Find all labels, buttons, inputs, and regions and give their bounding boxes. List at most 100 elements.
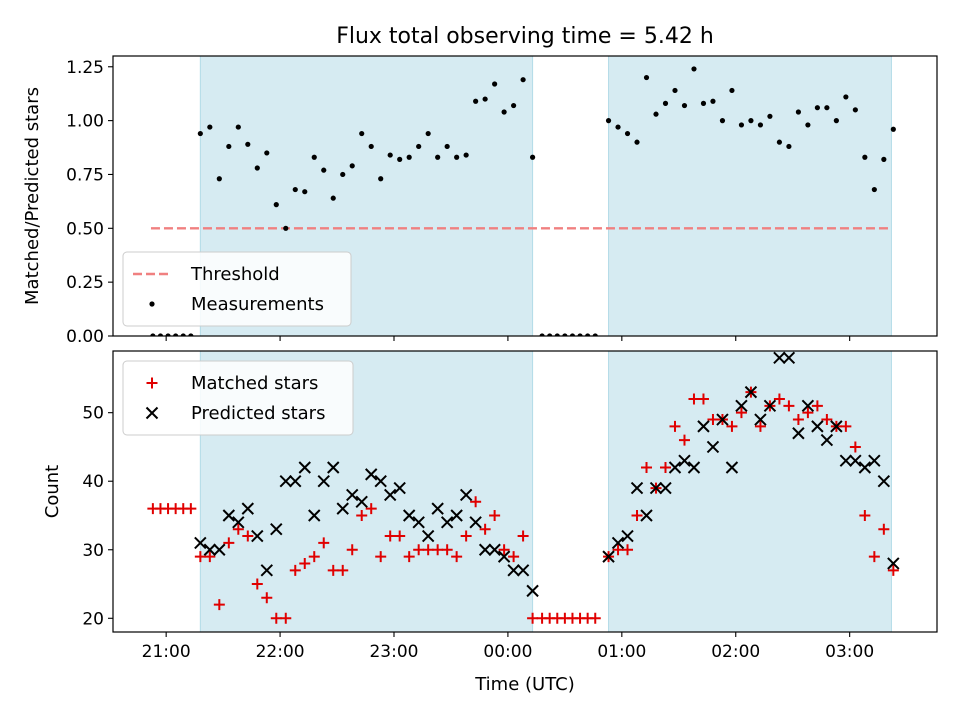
measurement-point (482, 96, 488, 102)
measurement-point (245, 141, 251, 147)
matched-star-point (527, 612, 539, 624)
predicted-star-point (792, 427, 805, 440)
matched-star-point (441, 544, 453, 556)
matched-star-point (726, 420, 738, 432)
measurement-point (492, 81, 498, 87)
x-tick-label: 02:00 (711, 642, 760, 662)
measurement-point (273, 202, 279, 208)
matched-star-point (735, 407, 747, 419)
predicted-star-point (640, 509, 653, 522)
predicted-star-point (687, 461, 701, 474)
y-tick-label: 40 (82, 472, 104, 492)
measurement-point (283, 225, 289, 231)
predicted-star-point (346, 488, 359, 502)
measurement-point (416, 143, 422, 150)
predicted-star-point (213, 543, 226, 556)
predicted-star-point (507, 564, 520, 577)
matched-star-point (659, 462, 671, 474)
predicted-star-point (308, 509, 321, 522)
measurement-point (311, 154, 317, 160)
measurement-point (672, 87, 678, 94)
measurement-point (577, 333, 583, 336)
measurement-point (435, 154, 441, 160)
measurement-point (624, 130, 631, 137)
plot-area (150, 56, 896, 336)
x-tick-label: 23:00 (369, 642, 418, 662)
predicted-star-point (459, 488, 473, 502)
predicted-star-point (763, 399, 777, 413)
y-tick-label: 1.00 (66, 112, 104, 132)
measurement-point (473, 98, 479, 104)
predicted-star-point (887, 557, 900, 570)
predicted-star-point (725, 461, 739, 474)
measurement-point (843, 94, 849, 100)
measurement-point (150, 333, 156, 336)
predicted-star-point (374, 475, 387, 488)
measurement-point (776, 139, 783, 145)
matched-star-point (308, 551, 320, 563)
matched-star-point (754, 420, 766, 432)
measurement-point (368, 143, 374, 150)
predicted-star-point (431, 502, 444, 515)
measurement-point (681, 102, 688, 109)
measurement-point (662, 100, 669, 106)
matched-star-point (242, 530, 254, 542)
predicted-star-point (450, 509, 463, 522)
predicted-star-point (877, 475, 891, 488)
measurement-point (547, 333, 553, 336)
measurement-point (615, 124, 621, 130)
predicted-star-point (497, 550, 511, 563)
predicted-star-point (355, 495, 368, 508)
panel-bottom: 20 30 40 50 21:00 22:00 23:00 00:00 01:00 02:00 03… (42, 350, 938, 695)
measurement-point (643, 74, 650, 81)
matched-star-point (413, 544, 425, 556)
predicted-star-point (630, 481, 644, 495)
predicted-star-point (697, 420, 710, 433)
matched-star-point (498, 544, 510, 556)
matched-star-point (479, 523, 491, 535)
axes-frame (112, 55, 938, 337)
measurement-point (173, 333, 179, 336)
predicted-star-point (858, 461, 872, 474)
predicted-star-point (298, 461, 311, 474)
matched-star-point (280, 612, 292, 624)
matched-star-point (697, 393, 709, 405)
measurement-point (890, 126, 896, 132)
measurement-point (463, 152, 469, 158)
x-tick-label: 03:00 (825, 642, 874, 662)
matched-star-point (811, 400, 823, 412)
measurement-point (378, 176, 384, 182)
measurement-point (406, 154, 412, 160)
measurement-point (302, 189, 308, 195)
predicted-star-point (270, 522, 283, 536)
measurement-point (719, 118, 726, 124)
measurement-point (180, 333, 186, 336)
predicted-star-point (279, 475, 292, 488)
predicted-star-point (488, 543, 501, 556)
measurement-point (207, 124, 213, 130)
matched-star-point (612, 544, 624, 556)
predicted-star-point (706, 440, 720, 454)
measurement-point (397, 156, 403, 162)
matched-star-point (422, 544, 434, 556)
x-tick-label: 21:00 (142, 642, 191, 662)
matched-star-point (223, 537, 235, 549)
matched-star-point (802, 407, 814, 419)
measurement-point (700, 100, 707, 106)
measurement-point (264, 150, 270, 156)
chart-title: Flux total observing time = 5.42 h (336, 24, 714, 49)
measurement-point (165, 333, 171, 336)
measurement-point (862, 154, 868, 160)
predicted-star-point (251, 529, 264, 543)
predicted-star-point (336, 502, 349, 515)
measurement-point (340, 171, 346, 178)
measurement-point (529, 154, 536, 160)
predicted-star-point (773, 351, 786, 365)
measurement-point (653, 111, 659, 117)
y-tick-label: 0.25 (66, 273, 104, 293)
matched-star-point (261, 592, 273, 604)
predicted-star-point (260, 564, 273, 577)
predicted-star-point (469, 516, 482, 529)
matched-star-point (849, 441, 861, 453)
